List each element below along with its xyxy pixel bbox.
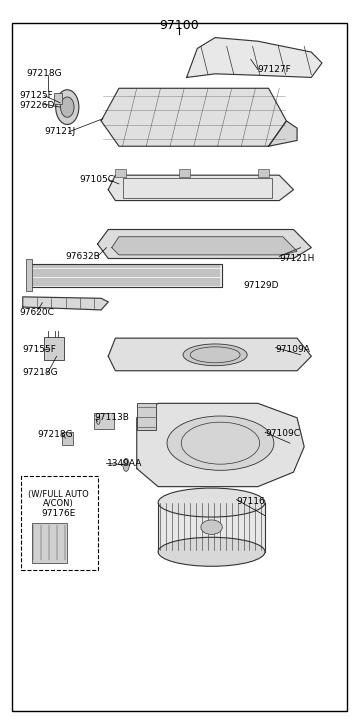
Text: 97127F: 97127F bbox=[258, 65, 292, 74]
Bar bbox=[21, 475, 98, 570]
Bar bbox=[137, 403, 157, 430]
Bar bbox=[94, 413, 113, 429]
Text: 97632B: 97632B bbox=[65, 252, 100, 261]
Text: 1349AA: 1349AA bbox=[107, 459, 142, 468]
Text: 97218G: 97218G bbox=[37, 430, 73, 439]
Text: 97109C: 97109C bbox=[265, 429, 300, 438]
Polygon shape bbox=[269, 121, 297, 146]
Text: 97113B: 97113B bbox=[94, 414, 129, 422]
Bar bbox=[180, 169, 190, 177]
Ellipse shape bbox=[158, 488, 265, 517]
Polygon shape bbox=[137, 403, 304, 486]
Ellipse shape bbox=[56, 89, 79, 124]
Text: 97125F: 97125F bbox=[19, 91, 53, 100]
Text: 97218G: 97218G bbox=[23, 369, 59, 377]
Text: 97100: 97100 bbox=[160, 20, 199, 33]
Ellipse shape bbox=[201, 520, 222, 534]
Ellipse shape bbox=[123, 458, 129, 471]
Polygon shape bbox=[108, 175, 294, 201]
Text: 97121J: 97121J bbox=[44, 127, 75, 136]
Text: 97226D: 97226D bbox=[19, 101, 55, 111]
Bar bbox=[44, 337, 64, 360]
Bar bbox=[62, 432, 73, 445]
Ellipse shape bbox=[61, 97, 74, 117]
Text: 97109A: 97109A bbox=[276, 345, 311, 353]
Text: 97176E: 97176E bbox=[41, 509, 76, 518]
Text: 97105C: 97105C bbox=[80, 175, 115, 184]
Bar bbox=[115, 169, 126, 177]
Text: 97218G: 97218G bbox=[26, 69, 62, 79]
Text: 97129D: 97129D bbox=[244, 281, 279, 290]
Text: A/CON): A/CON) bbox=[43, 499, 74, 508]
Polygon shape bbox=[108, 338, 311, 371]
Text: 97121H: 97121H bbox=[279, 254, 314, 263]
Polygon shape bbox=[30, 264, 222, 287]
Bar bbox=[54, 92, 62, 104]
Polygon shape bbox=[23, 297, 108, 310]
Text: 97620C: 97620C bbox=[19, 308, 54, 317]
Bar bbox=[258, 169, 269, 177]
Polygon shape bbox=[187, 38, 322, 78]
Bar bbox=[26, 260, 32, 291]
Ellipse shape bbox=[167, 416, 274, 470]
Bar bbox=[32, 523, 67, 563]
Text: 97155F: 97155F bbox=[23, 345, 57, 353]
Bar bbox=[122, 178, 272, 198]
Polygon shape bbox=[98, 230, 311, 259]
Ellipse shape bbox=[183, 344, 247, 366]
Polygon shape bbox=[101, 88, 286, 146]
Text: (W/FULL AUTO: (W/FULL AUTO bbox=[28, 490, 89, 499]
Bar bbox=[158, 502, 265, 552]
Text: 97116: 97116 bbox=[237, 497, 265, 505]
Ellipse shape bbox=[158, 537, 265, 566]
Polygon shape bbox=[112, 237, 297, 255]
